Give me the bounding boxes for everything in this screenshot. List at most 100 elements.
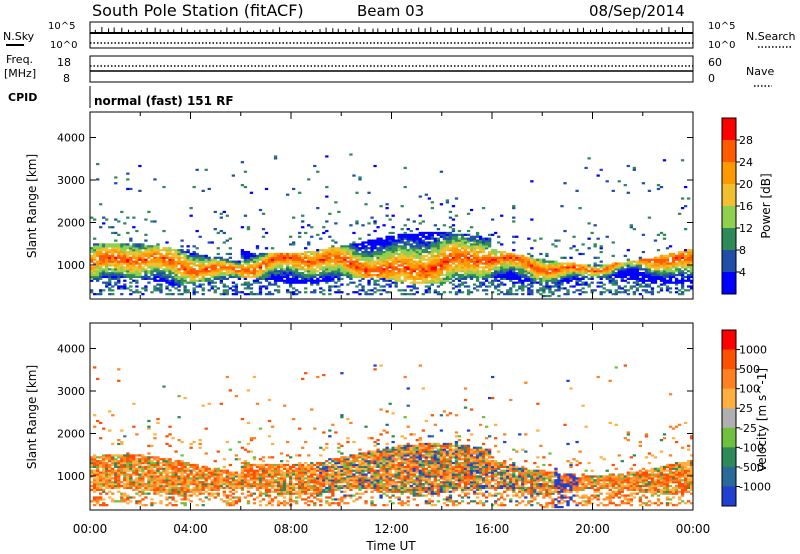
heatmap-cell [331, 247, 335, 250]
heatmap-cell [340, 266, 344, 269]
heatmap-cell [388, 250, 392, 254]
heatmap-cell [189, 268, 193, 271]
heatmap-cell [129, 266, 133, 269]
heatmap-cell [186, 488, 190, 491]
heatmap-cell [99, 473, 103, 476]
heatmap-cell [551, 281, 555, 284]
heatmap-cell [325, 258, 329, 261]
heatmap-cell [111, 268, 115, 271]
heatmap-cell [436, 273, 441, 277]
heatmap-cell [117, 484, 121, 488]
heatmap-cell [298, 272, 302, 275]
heatmap-cell [325, 272, 329, 275]
heatmap-cell [554, 262, 558, 265]
heatmap-cell [126, 473, 130, 476]
heatmap-cell [219, 479, 223, 482]
heatmap-cell [626, 273, 630, 277]
heatmap-cell [162, 471, 166, 474]
heatmap-cell [671, 264, 676, 267]
heatmap-cell [388, 275, 392, 279]
heatmap-cell [120, 243, 124, 246]
heatmap-cell [662, 270, 667, 273]
heatmap-cell [400, 279, 404, 282]
heatmap-cell [469, 264, 474, 267]
heatmap-cell [397, 247, 401, 250]
heatmap-cell [503, 250, 507, 254]
heatmap-cell [605, 266, 609, 269]
heatmap-cell [234, 473, 239, 476]
heatmap-cell [192, 277, 196, 280]
heatmap-cell [683, 279, 688, 282]
heatmap-cell [334, 222, 338, 225]
heatmap-cell [683, 250, 688, 254]
heatmap-cell [171, 256, 175, 259]
heatmap-cell [159, 467, 163, 470]
heatmap-cell [117, 460, 121, 463]
heatmap-cell [240, 283, 245, 286]
heatmap-cell [285, 268, 290, 271]
heatmap-cell [165, 285, 169, 288]
heatmap-cell [442, 254, 447, 258]
heatmap-cell [626, 277, 630, 280]
heatmap-cell [174, 473, 178, 476]
heatmap-cell [99, 273, 103, 277]
heatmap-cell [276, 291, 281, 294]
heatmap-cell [273, 281, 278, 284]
heatmap-cell [198, 268, 202, 271]
heatmap-cell [301, 268, 305, 271]
heatmap-cell [117, 454, 121, 457]
heatmap-cell [557, 273, 561, 277]
heatmap-cell [117, 272, 121, 275]
heatmap-cell [367, 266, 371, 269]
heatmap-cell [285, 252, 290, 256]
heatmap-cell [111, 289, 115, 292]
heatmap-cell [159, 477, 163, 480]
heatmap-cell [270, 260, 275, 263]
heatmap-cell [530, 266, 534, 269]
heatmap-cell [481, 266, 486, 269]
heatmap-cell [138, 270, 142, 273]
heatmap-cell [617, 275, 621, 279]
heatmap-cell [99, 460, 103, 463]
heatmap-cell [620, 266, 624, 269]
heatmap-cell [677, 270, 682, 273]
heatmap-cell [138, 164, 142, 168]
heatmap-cell [273, 268, 278, 271]
heatmap-cell [168, 488, 172, 491]
heatmap-cell [261, 258, 266, 261]
heatmap-cell [144, 473, 148, 476]
heatmap-cell [138, 247, 142, 250]
heatmap-cell [111, 469, 115, 472]
heatmap-cell [500, 275, 504, 279]
heatmap-cell [412, 250, 416, 254]
heatmap-cell [153, 252, 157, 256]
heatmap-cell [180, 460, 184, 463]
heatmap-cell [641, 281, 646, 284]
heatmap-cell [201, 262, 205, 265]
heatmap-cell [195, 285, 199, 288]
heatmap-cell [406, 262, 410, 265]
heatmap-cell [120, 256, 124, 259]
heatmap-cell [421, 233, 425, 236]
heatmap-cell [216, 273, 220, 277]
heatmap-cell [114, 500, 118, 503]
heatmap-cell [186, 494, 190, 497]
heatmap-cell [551, 279, 555, 282]
heatmap-cell [376, 226, 380, 229]
heatmap-cell [174, 461, 178, 465]
heatmap-cell [201, 488, 205, 491]
heatmap-cell [99, 264, 103, 267]
heatmap-cell [406, 285, 410, 288]
heatmap-cell [403, 277, 407, 280]
heatmap-cell [403, 256, 407, 259]
heatmap-cell [156, 471, 160, 474]
heatmap-cell [177, 469, 181, 472]
heatmap-cell [629, 264, 633, 267]
heatmap-cell [445, 237, 450, 240]
heatmap-cell [674, 277, 679, 280]
heatmap-cell [240, 473, 245, 476]
heatmap-cell [427, 260, 431, 263]
heatmap-cell [198, 498, 202, 501]
heatmap-cell [219, 293, 223, 296]
heatmap-cell [120, 275, 124, 279]
